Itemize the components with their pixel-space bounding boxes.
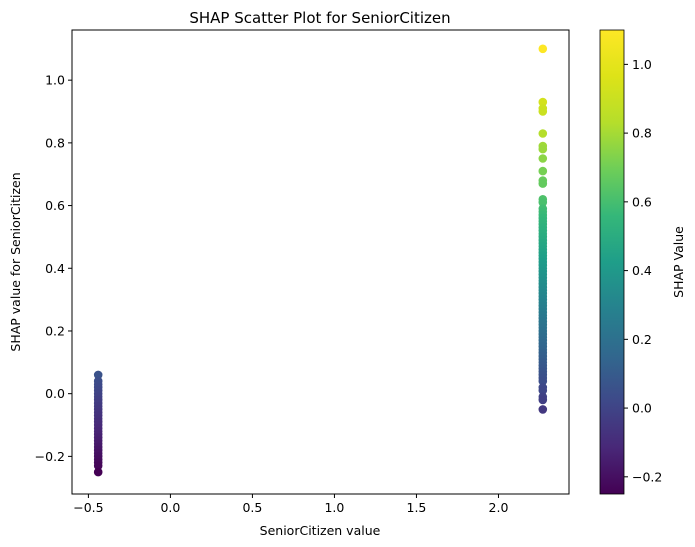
scatter-point — [538, 386, 548, 395]
scatter-point — [538, 97, 548, 107]
scatter-point — [93, 461, 103, 471]
colorbar-tick-label: 0.2 — [632, 332, 652, 347]
scatter-point — [538, 107, 548, 116]
scatter-point — [93, 467, 103, 477]
scatter-point — [538, 129, 548, 138]
y-tick-label: 0.4 — [45, 261, 65, 276]
y-tick-label: 1.0 — [45, 73, 65, 88]
x-tick-label: 1.0 — [324, 500, 344, 515]
scatter-point — [538, 166, 548, 176]
scatter-point — [538, 154, 548, 163]
x-tick-label: 0.5 — [242, 500, 262, 515]
scatter-point — [538, 405, 548, 414]
scatter-point — [93, 370, 103, 380]
chart-title: SHAP Scatter Plot for SeniorCitizen — [189, 9, 450, 27]
x-tick-label: 1.5 — [407, 500, 427, 515]
colorbar-tick-label: 0.4 — [632, 263, 652, 278]
y-tick-label: 0.0 — [45, 386, 65, 401]
colorbar-gradient — [599, 29, 625, 495]
y-tick-label: 0.6 — [45, 198, 65, 213]
plot-area — [71, 29, 570, 495]
scatter-point — [538, 376, 548, 386]
colorbar-tick-label: 0.8 — [632, 126, 652, 141]
scatter-point — [538, 395, 548, 405]
colorbar: −0.2 0.0 0.2 0.4 0.6 0.8 1.0 SHAP Value — [599, 29, 686, 495]
colorbar-tick-label: 0.0 — [632, 401, 652, 416]
y-axis-label: SHAP value for SeniorCitizen — [8, 172, 23, 351]
colorbar-tick-label: −0.2 — [632, 469, 662, 484]
y-axis-ticks: −0.2 0.0 0.2 0.4 0.6 0.8 1.0 — [35, 73, 72, 464]
scatter-point — [538, 44, 548, 54]
scatter-point — [538, 179, 548, 188]
x-axis-ticks: −0.5 0.0 0.5 1.0 1.5 2.0 — [73, 494, 508, 515]
x-axis-label: SeniorCitizen value — [260, 523, 381, 538]
y-tick-label: 0.8 — [45, 135, 65, 150]
y-tick-label: 0.2 — [45, 323, 65, 338]
x-tick-label: 2.0 — [489, 500, 509, 515]
colorbar-tick-label: 1.0 — [632, 57, 652, 72]
plot-frame — [71, 29, 570, 495]
colorbar-tick-label: 0.6 — [632, 194, 652, 209]
data-points — [93, 44, 548, 477]
scatter-point — [538, 198, 548, 207]
x-tick-label: 0.0 — [160, 500, 180, 515]
y-tick-label: −0.2 — [35, 449, 65, 464]
colorbar-ticks: −0.2 0.0 0.2 0.4 0.6 0.8 1.0 — [624, 57, 662, 484]
scatter-point — [538, 144, 548, 154]
x-tick-label: −0.5 — [73, 500, 103, 515]
colorbar-label: SHAP Value — [671, 226, 686, 298]
